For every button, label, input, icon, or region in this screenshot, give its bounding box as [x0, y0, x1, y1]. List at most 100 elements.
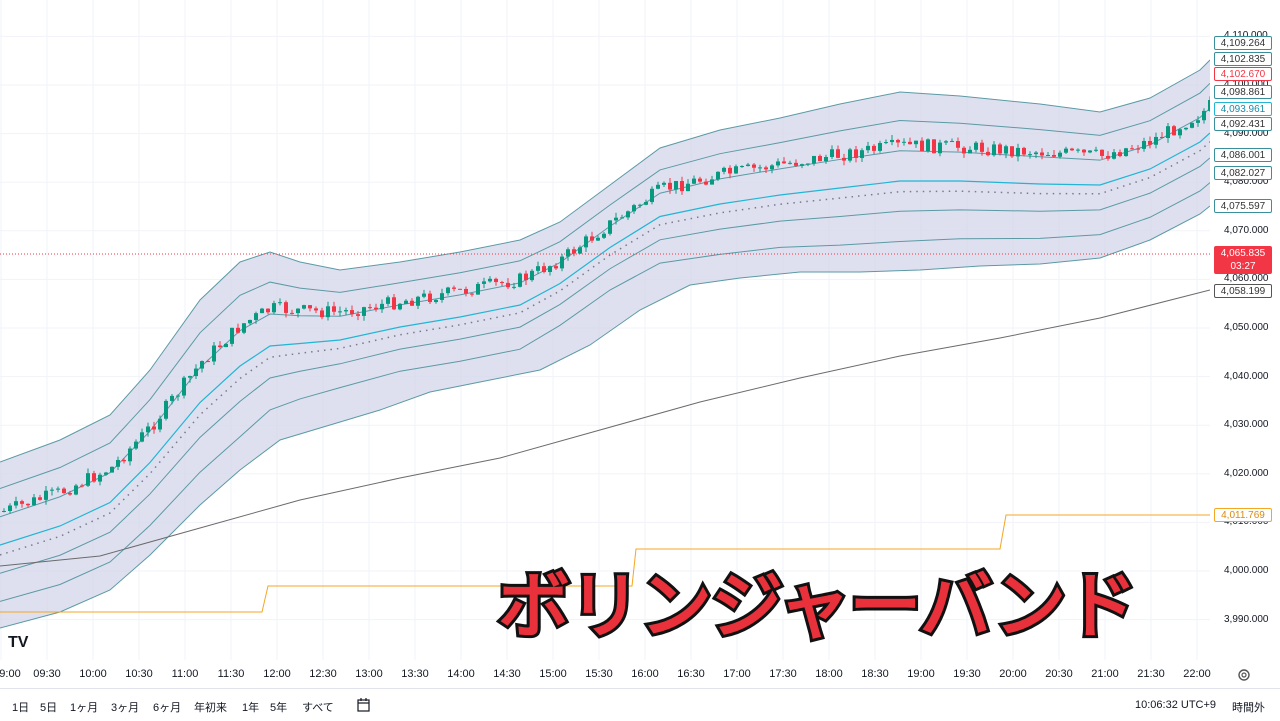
range-all-button[interactable]: すべて: [302, 702, 334, 714]
candle-up: [44, 490, 48, 500]
range-5d-button[interactable]: 5日: [40, 702, 58, 714]
range-ytd-button[interactable]: 年初来: [194, 702, 227, 714]
price-tick-label: 4,040.000: [1224, 370, 1269, 382]
price-tick-label: 4,110.000: [1224, 30, 1268, 41]
tag-last-close: 4,102.670: [1214, 67, 1272, 81]
candle-up: [614, 217, 618, 221]
candle-up: [974, 142, 978, 150]
candle-up: [242, 323, 246, 333]
time-tick-label: 16:30: [677, 668, 705, 680]
candle-up: [1034, 152, 1038, 155]
tag-lower-inner: 4,092.431: [1214, 117, 1272, 131]
candle-down: [218, 345, 222, 348]
tag-upper-outer: 4,109.264: [1214, 36, 1272, 50]
candle-down: [998, 144, 1002, 154]
candle-down: [836, 149, 840, 158]
candle-down: [1040, 152, 1044, 156]
time-tick-label: 09:30: [33, 668, 61, 680]
candle-down: [908, 141, 912, 145]
candle-up: [1208, 100, 1210, 111]
candle-down: [20, 501, 24, 504]
range-3m-button[interactable]: 3ヶ月: [111, 702, 140, 714]
bollinger-band-fill: [0, 60, 1210, 628]
candle-up: [530, 270, 534, 281]
chart-caption: ボリンジャーバンド: [495, 563, 1140, 649]
candle-up: [878, 142, 882, 151]
candle-down: [1118, 152, 1122, 157]
dotted-ma-line: [0, 141, 1210, 556]
tag-current-price: 4,065.835 03:27: [1214, 246, 1272, 274]
price-chart[interactable]: [0, 0, 1210, 688]
candle-up: [926, 139, 930, 152]
candle-up: [182, 377, 186, 396]
range-6m-button[interactable]: 6ヶ月: [153, 702, 182, 714]
candle-up: [1154, 136, 1158, 145]
candle-up: [56, 488, 60, 490]
range-1m-button[interactable]: 1ヶ月: [70, 702, 99, 714]
candle-down: [392, 297, 396, 310]
candle-up: [1076, 149, 1080, 151]
candle-down: [374, 307, 378, 310]
candle-down: [980, 142, 984, 152]
candle-up: [116, 459, 120, 467]
candle-down: [266, 308, 270, 313]
candle-down: [290, 312, 294, 314]
candle-down: [452, 287, 456, 289]
price-tick-label: 4,090.000: [1224, 127, 1269, 139]
candle-up: [278, 302, 282, 304]
date-range-icon[interactable]: [356, 697, 372, 713]
time-tick-label: 13:30: [401, 668, 429, 680]
range-5y-button[interactable]: 5年: [270, 702, 288, 714]
candle-up: [620, 217, 624, 219]
candle-up: [362, 307, 366, 316]
candle-up: [326, 306, 330, 318]
time-tick-label: 13:00: [355, 668, 383, 680]
candle-up: [938, 142, 942, 154]
candle-up: [734, 166, 738, 174]
tradingview-logo-icon[interactable]: TV: [8, 634, 29, 651]
candle-down: [896, 139, 900, 143]
candle-down: [80, 485, 84, 487]
candle-up: [1196, 120, 1200, 123]
range-1d-button[interactable]: 1日: [12, 702, 30, 714]
candle-up: [512, 286, 516, 288]
price-tick-label: 4,000.000: [1224, 565, 1269, 576]
candle-up: [476, 283, 480, 295]
candle-down: [236, 327, 240, 333]
time-tick-label: 11:00: [171, 668, 199, 680]
candle-up: [440, 293, 444, 300]
candle-up: [992, 144, 996, 156]
time-tick-label: 17:00: [723, 668, 751, 680]
candle-down: [356, 314, 360, 316]
candle-up: [1202, 110, 1206, 121]
time-tick-label: 18:30: [861, 668, 889, 680]
candle-up: [890, 139, 894, 143]
candle-down: [956, 141, 960, 148]
candle-down: [932, 139, 936, 154]
time-tick-label: 15:00: [539, 668, 567, 680]
candle-up: [518, 273, 522, 287]
candle-down: [1082, 149, 1086, 153]
candle-up: [1064, 148, 1068, 153]
range-1y-button[interactable]: 1年: [242, 702, 260, 714]
candle-up: [746, 164, 750, 167]
candle-down: [470, 293, 474, 295]
time-tick-label: 11:30: [217, 668, 245, 680]
candle-down: [1172, 126, 1176, 136]
candle-up: [260, 308, 264, 314]
candle-countdown: 03:27: [1230, 261, 1256, 272]
candle-up: [176, 395, 180, 397]
candle-down: [920, 140, 924, 152]
candle-up: [1190, 122, 1194, 128]
candle-down: [542, 266, 546, 273]
candle-up: [110, 466, 114, 473]
session-label[interactable]: 時間外: [1232, 702, 1265, 714]
candle-up: [950, 141, 954, 143]
candle-down: [464, 288, 468, 294]
candle-down: [524, 273, 528, 281]
candle-down: [1070, 148, 1074, 151]
clock-label[interactable]: 10:06:32 UTC+9: [1135, 699, 1217, 711]
candle-up: [830, 149, 834, 157]
settings-icon[interactable]: [1237, 668, 1251, 682]
tag-step-line: 4,011.769: [1214, 508, 1272, 522]
